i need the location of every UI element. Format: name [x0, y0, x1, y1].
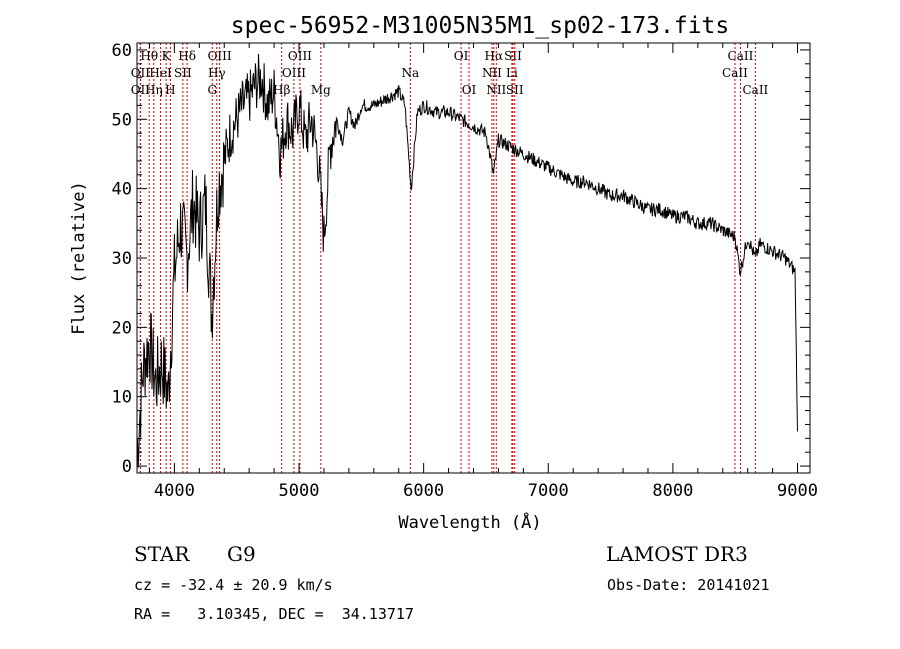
spectral-line-label: NII: [486, 83, 506, 97]
spectral-line-label: OIII: [208, 49, 232, 63]
spectral-line-label: HeI: [149, 66, 172, 80]
spectral-line-label: G: [207, 83, 217, 97]
spectral-line-label: OIII: [282, 66, 306, 80]
x-tick-label: 4000: [154, 481, 195, 501]
survey-name: LAMOST DR3: [606, 542, 748, 566]
spectral-line-label: Mg: [311, 83, 331, 97]
spectral-line-label: OI: [454, 49, 469, 63]
spectral-line-label: Hγ: [208, 66, 226, 80]
object-type: STAR: [134, 542, 190, 566]
spectral-line-label: Hθ: [140, 49, 158, 63]
x-tick-label: 6000: [403, 481, 444, 501]
ra-dec: RA = 3.10345, DEC = 34.13717: [134, 605, 414, 623]
spectral-line-label: K: [162, 49, 172, 63]
object-subclass: G9: [227, 542, 256, 566]
y-tick-label: 50: [112, 110, 132, 130]
y-tick-label: 60: [112, 41, 132, 61]
spectral-line-label: Hη: [145, 83, 163, 97]
spectral-line-label: Li: [506, 66, 518, 80]
x-axis-label: Wavelength (Å): [398, 511, 541, 533]
obs-date: Obs-Date: 20141021: [607, 576, 770, 594]
spectral-line-label: Hδ: [178, 49, 196, 63]
spectral-line-label: Na: [401, 66, 419, 80]
chart-title: spec-56952-M31005N35M1_sp02-173.fits: [231, 13, 730, 39]
y-tick-label: 10: [112, 388, 132, 408]
spectral-line-label: SII: [504, 49, 522, 63]
spectral-line-label: CaII: [742, 83, 768, 97]
spectral-line-label: CaII: [722, 66, 748, 80]
spectral-line-label: OIII: [288, 49, 312, 63]
y-tick-label: 0: [122, 457, 132, 477]
x-tick-label: 7000: [528, 481, 569, 501]
spectral-line-label: Hα: [485, 49, 504, 63]
x-tick-label: 9000: [777, 481, 818, 501]
spectral-line-label: NII: [482, 66, 502, 80]
x-tick-label: 5000: [279, 481, 320, 501]
y-axis-label: Flux (relative): [69, 181, 89, 335]
spectral-line-label: CaII: [728, 49, 754, 63]
x-tick-label: 8000: [652, 481, 693, 501]
spectral-line-label: Hβ: [273, 83, 290, 97]
spectral-line-label: H: [165, 83, 175, 97]
redshift-cz: cz = -32.4 ± 20.9 km/s: [134, 576, 333, 594]
spectral-line-label: SII: [506, 83, 524, 97]
y-tick-label: 20: [112, 318, 132, 338]
spectral-line-label: OI: [462, 83, 477, 97]
y-tick-label: 40: [112, 180, 132, 200]
spectral-line-label: SII: [174, 66, 192, 80]
y-tick-label: 30: [112, 249, 132, 269]
plot-frame: [136, 42, 811, 474]
spectrum-line: [136, 53, 798, 468]
spectral-line-label: OII: [131, 83, 151, 97]
